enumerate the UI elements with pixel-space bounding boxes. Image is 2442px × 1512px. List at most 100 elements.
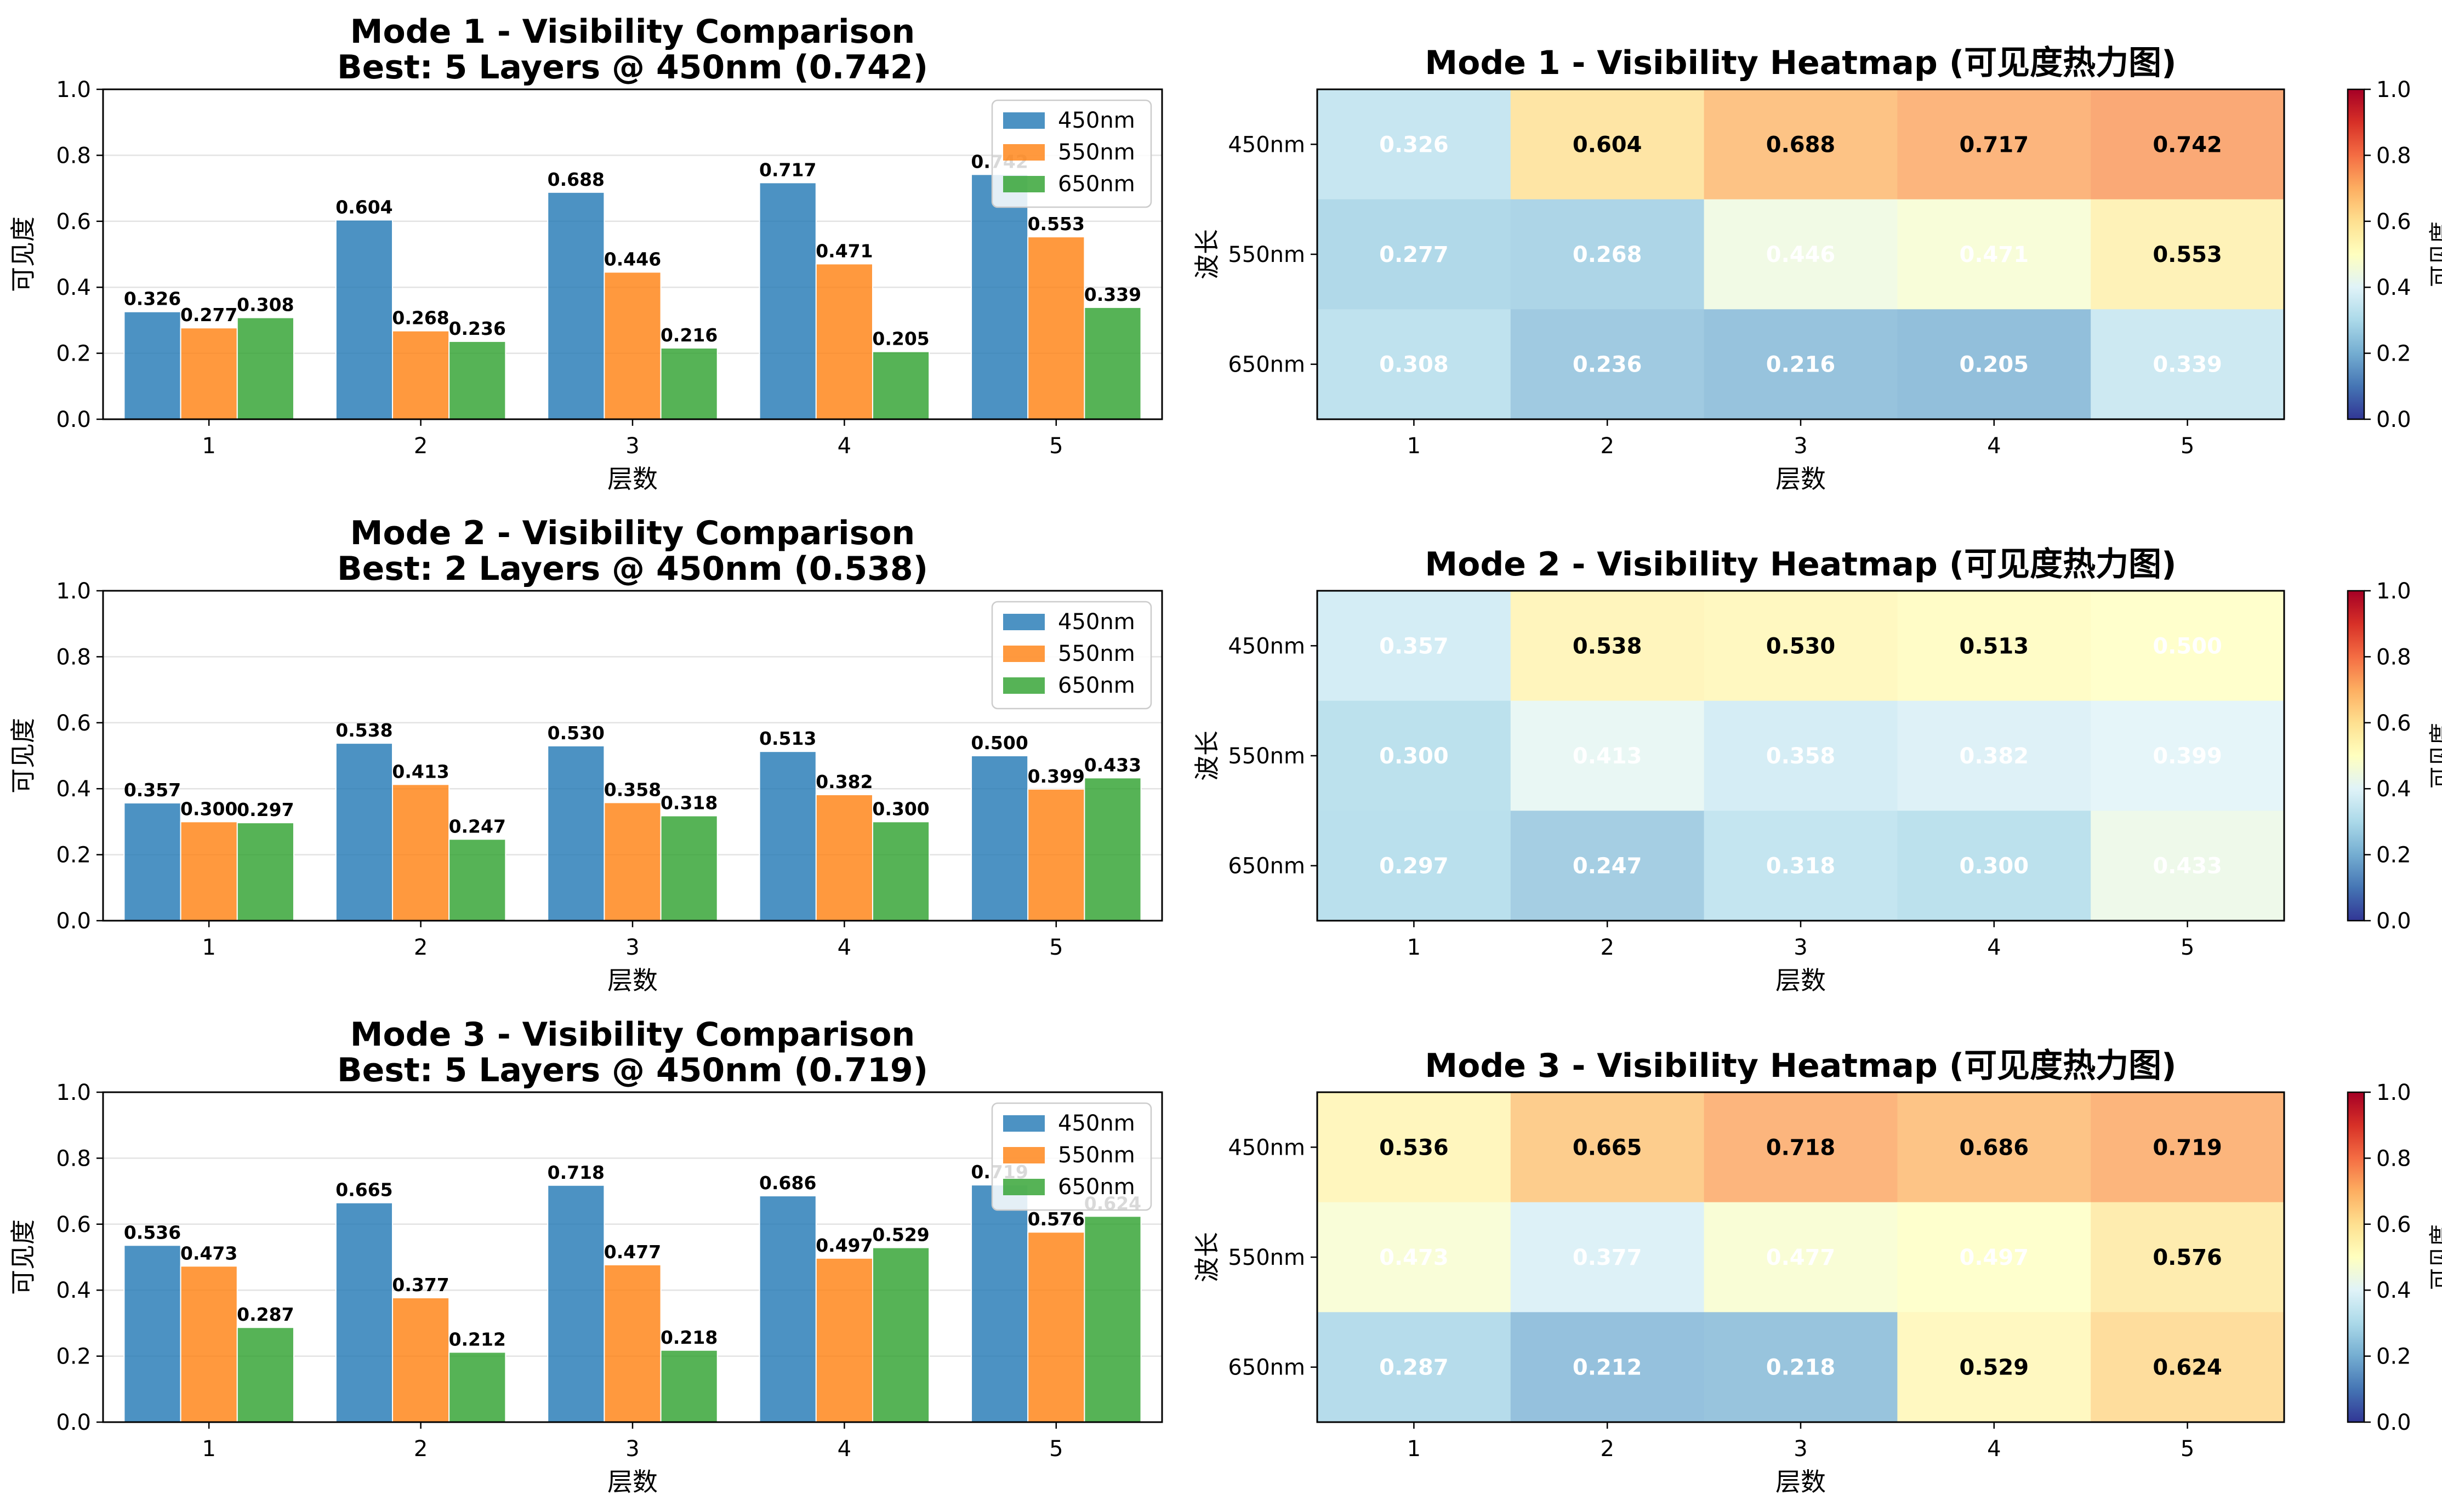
x-tick-label: 1	[1407, 1436, 1421, 1462]
colorbar-tick-label: 0.0	[2376, 1410, 2411, 1435]
x-tick-label: 2	[1600, 1436, 1614, 1462]
y-tick-label: 0.4	[56, 275, 91, 300]
heatmap-cell-650nm-layer-1	[1317, 1312, 1511, 1423]
y-tick-label: 0.8	[56, 143, 91, 168]
colorbar-tick-label: 0.0	[2376, 407, 2411, 432]
x-axis-label: 层数	[1775, 1467, 1826, 1497]
bar-value-label: 0.717	[759, 159, 816, 180]
legend-swatch-450nm	[1003, 112, 1045, 129]
bar-value-label: 0.576	[1028, 1208, 1085, 1230]
heatmap-cell-value: 0.247	[1573, 854, 1642, 879]
heatmap-cell-650nm-layer-5	[2091, 1312, 2285, 1423]
y-tick-label: 450nm	[1228, 1135, 1305, 1160]
heatmap-title: Mode 2 - Visibility Heatmap (可见度热力图)	[1425, 545, 2176, 584]
bar-value-label: 0.382	[816, 771, 873, 792]
bar-450nm-layer-5	[971, 755, 1029, 921]
bar-550nm-layer-5	[1027, 788, 1085, 921]
y-tick-label: 0.6	[56, 209, 91, 235]
heatmap-cell-value: 0.216	[1766, 352, 1836, 378]
legend-label-650nm: 650nm	[1058, 673, 1135, 698]
y-tick-label: 550nm	[1228, 1245, 1305, 1270]
y-tick-label: 1.0	[56, 77, 91, 102]
x-tick-label: 3	[625, 935, 639, 960]
bar-550nm-layer-1	[180, 1265, 238, 1423]
heatmap-cell-value: 0.339	[2153, 352, 2222, 378]
legend-swatch-450nm	[1003, 614, 1045, 630]
colorbar-tick-label: 0.8	[2376, 644, 2411, 670]
legend-swatch-650nm	[1003, 176, 1045, 192]
x-tick-label: 1	[1407, 433, 1421, 459]
y-tick-label: 0.0	[56, 909, 91, 934]
heatmap-cell-value: 0.287	[1379, 1355, 1449, 1380]
bar-value-label: 0.277	[180, 304, 237, 326]
colorbar-tick-label: 0.2	[2376, 341, 2411, 367]
heatmap-cell-value: 0.497	[1960, 1245, 2029, 1270]
x-tick-label: 4	[838, 1436, 851, 1462]
x-tick-label: 5	[1049, 433, 1063, 459]
y-tick-label: 1.0	[56, 579, 91, 604]
legend-swatch-550nm	[1003, 1147, 1045, 1163]
bar-value-label: 0.318	[661, 792, 718, 814]
heatmap-cell-550nm-layer-2	[1510, 1202, 1705, 1313]
bar-value-label: 0.530	[548, 722, 605, 744]
heatmap-cell-value: 0.377	[1573, 1245, 1642, 1270]
legend-swatch-550nm	[1003, 144, 1045, 161]
heatmap-cell-value: 0.536	[1379, 1135, 1449, 1160]
heatmap-cell-450nm-layer-2	[1510, 591, 1705, 701]
x-tick-label: 4	[1987, 1436, 2001, 1462]
colorbar: 0.0 0.2 0.4 0.6 0.8 1.0 可见度	[2347, 1080, 2442, 1435]
x-axis-label: 层数	[607, 1467, 658, 1497]
colorbar-gradient	[2347, 1091, 2365, 1423]
heatmap-cell-value: 0.665	[1573, 1135, 1642, 1160]
bar-550nm-layer-3	[604, 1264, 662, 1423]
legend-label-650nm: 650nm	[1058, 1174, 1135, 1200]
bar-550nm-layer-4	[815, 263, 873, 420]
heatmap-cell-650nm-layer-1	[1317, 309, 1511, 420]
x-tick-label: 5	[2181, 1436, 2194, 1462]
chart-subtitle: Best: 2 Layers @ 450nm (0.538)	[337, 550, 928, 588]
x-tick-label: 3	[1794, 935, 1807, 960]
y-tick-label: 450nm	[1228, 634, 1305, 659]
heatmap-cell-value: 0.717	[1960, 132, 2029, 157]
bar-value-label: 0.212	[449, 1328, 506, 1350]
bar-450nm-layer-4	[759, 182, 817, 420]
legend-swatch-550nm	[1003, 646, 1045, 662]
legend-label-450nm: 450nm	[1058, 609, 1135, 635]
heatmap-cell-550nm-layer-2	[1510, 700, 1705, 811]
heatmap-cell-550nm-layer-3	[1704, 1202, 1898, 1313]
x-tick-label: 3	[1794, 433, 1807, 459]
bar-550nm-layer-2	[392, 330, 450, 420]
heatmap-cell-450nm-layer-3	[1704, 591, 1898, 701]
legend: 450nm 550nm 650nm	[991, 1102, 1152, 1211]
y-tick-label: 450nm	[1228, 132, 1305, 157]
heatmap-cell-value: 0.688	[1766, 132, 1836, 157]
x-tick-label: 1	[202, 1436, 215, 1462]
x-tick-label: 4	[838, 935, 851, 960]
heatmap-cell-450nm-layer-4	[1897, 591, 2091, 701]
bar-450nm-layer-5	[971, 174, 1029, 420]
heatmap-cell-value: 0.382	[1960, 744, 2029, 769]
x-tick-label: 4	[1987, 433, 2001, 459]
x-tick-label: 2	[414, 935, 428, 960]
heatmap-cell-value: 0.433	[2153, 854, 2222, 879]
colorbar-gradient	[2347, 590, 2365, 922]
bar-value-label: 0.536	[124, 1222, 181, 1243]
bar-650nm-layer-4	[872, 351, 930, 420]
x-tick-label: 1	[202, 433, 215, 459]
heatmap-cell-550nm-layer-5	[2091, 700, 2285, 811]
y-tick-label: 0.8	[56, 1146, 91, 1171]
bar-value-label: 0.688	[548, 169, 605, 190]
y-tick-label: 0.4	[56, 1278, 91, 1303]
bar-550nm-layer-1	[180, 821, 238, 922]
bar-value-label: 0.339	[1084, 284, 1141, 305]
bar-value-label: 0.446	[604, 249, 661, 270]
legend-label-450nm: 450nm	[1058, 108, 1135, 133]
heatmap-cell-650nm-layer-4	[1897, 811, 2091, 921]
bar-value-label: 0.287	[237, 1304, 294, 1325]
bar-550nm-layer-1	[180, 327, 238, 420]
colorbar-tick-label: 0.4	[2376, 777, 2411, 802]
bar-value-label: 0.268	[392, 307, 449, 329]
y-tick-label: 0.0	[56, 1410, 91, 1435]
colorbar-label: 可见度	[2428, 221, 2442, 287]
